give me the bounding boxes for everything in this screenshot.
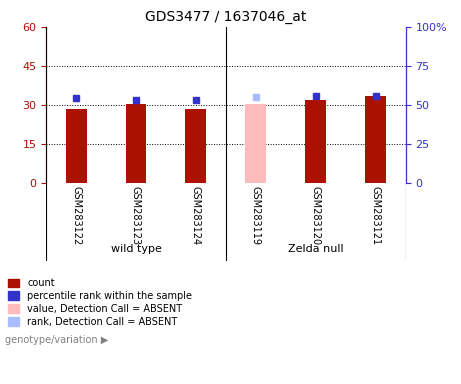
Bar [185, 109, 207, 183]
Text: wild type: wild type [111, 244, 161, 254]
Text: GSM283121: GSM283121 [371, 186, 381, 245]
Bar [125, 104, 147, 183]
Text: genotype/variation ▶: genotype/variation ▶ [5, 335, 108, 345]
Text: GSM283119: GSM283119 [251, 186, 261, 245]
Title: GDS3477 / 1637046_at: GDS3477 / 1637046_at [145, 10, 307, 25]
Bar [365, 96, 386, 183]
Legend: count, percentile rank within the sample, value, Detection Call = ABSENT, rank, : count, percentile rank within the sample… [8, 278, 192, 327]
Bar [305, 100, 326, 183]
Bar [245, 104, 266, 183]
Text: GSM283123: GSM283123 [131, 186, 141, 245]
Text: GSM283124: GSM283124 [191, 186, 201, 245]
Text: GSM283120: GSM283120 [311, 186, 321, 245]
Text: Zelda null: Zelda null [288, 244, 343, 254]
Text: GSM283122: GSM283122 [71, 186, 81, 245]
Bar [65, 109, 87, 183]
